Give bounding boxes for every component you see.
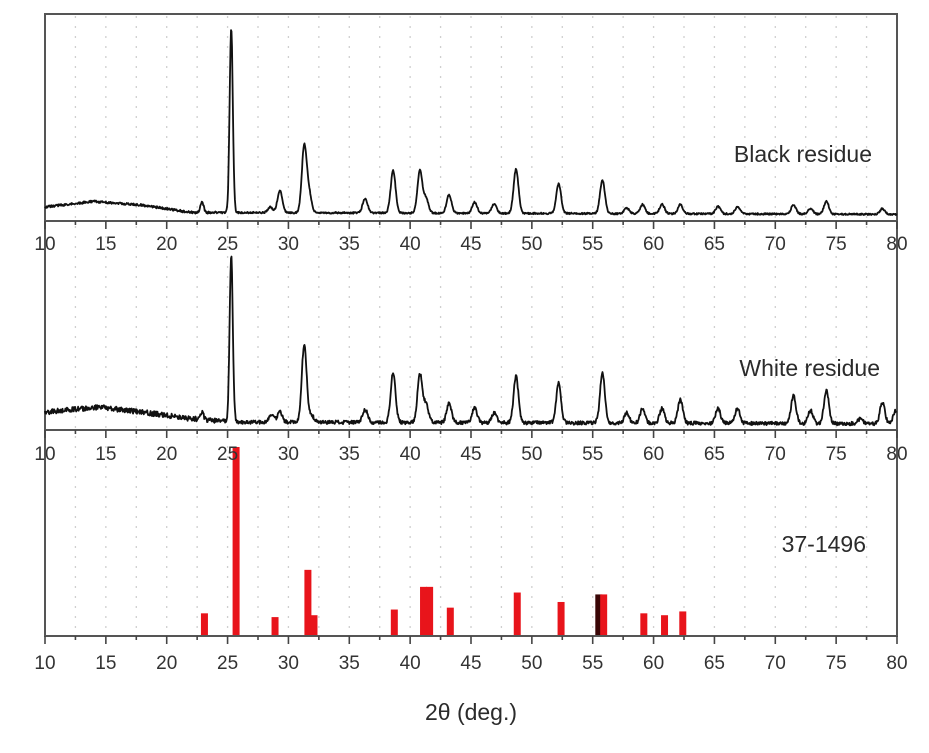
x-tick-label: 25: [217, 653, 238, 674]
x-tick-label: 80: [886, 444, 907, 465]
x-tick-label: 80: [886, 653, 907, 674]
x-tick-label: 55: [582, 444, 603, 465]
x-tick-label: 45: [460, 653, 481, 674]
x-tick-label: 80: [886, 234, 907, 255]
x-tick-label: 25: [217, 444, 238, 465]
x-tick-label: 10: [34, 444, 55, 465]
x-tick-label: 15: [95, 234, 116, 255]
x-tick-label: 30: [278, 234, 299, 255]
x-tick-label: 30: [278, 653, 299, 674]
panel-label-black-residue: Black residue: [734, 141, 872, 167]
x-tick-label: 70: [765, 653, 786, 674]
x-tick-label: 55: [582, 234, 603, 255]
panel-label-white-residue: White residue: [739, 355, 880, 381]
x-tick-label: 35: [339, 444, 360, 465]
reference-stick: [390, 609, 398, 636]
reference-stick: [600, 594, 608, 636]
white-residue-curve: [44, 255, 898, 427]
x-tick-label: 40: [400, 234, 421, 255]
reference-stick: [420, 586, 428, 636]
grid-lines: [74, 16, 868, 634]
reference-sticks: [200, 447, 687, 636]
reference-stick: [271, 617, 279, 636]
reference-stick: [661, 615, 669, 636]
reference-stick: [200, 613, 208, 636]
x-tick-label: 60: [643, 234, 664, 255]
x-tick-label: 45: [460, 444, 481, 465]
x-tick-label: 40: [400, 444, 421, 465]
reference-stick: [595, 594, 603, 636]
x-tick-label: 35: [339, 653, 360, 674]
reference-stick: [232, 447, 240, 636]
x-tick-label: 65: [704, 653, 725, 674]
x-tick-label: 10: [34, 653, 55, 674]
reference-stick: [640, 613, 648, 636]
black-residue-curve: [44, 29, 898, 216]
x-tick-label: 70: [765, 444, 786, 465]
reference-stick: [446, 607, 454, 636]
reference-stick: [679, 611, 687, 636]
x-tick-label: 20: [156, 444, 177, 465]
panel-reference-37-1496: 37-1496: [200, 447, 866, 636]
x-tick-label: 40: [400, 653, 421, 674]
reference-stick: [304, 569, 312, 636]
reference-stick: [426, 586, 434, 636]
x-tick-label: 35: [339, 234, 360, 255]
x-tick-label: 65: [704, 444, 725, 465]
x-tick-label: 55: [582, 653, 603, 674]
x-tick-label: 50: [521, 653, 542, 674]
x-tick-label: 20: [156, 234, 177, 255]
reference-stick: [557, 601, 565, 636]
x-axis-title: 2θ (deg.): [425, 699, 517, 725]
x-tick-label: 10: [34, 234, 55, 255]
x-tick-label: 25: [217, 234, 238, 255]
x-tick-label: 60: [643, 653, 664, 674]
x-tick-label: 75: [826, 234, 847, 255]
panel-black-residue: Black residue: [44, 29, 898, 216]
panel-label-reference: 37-1496: [782, 531, 866, 557]
x-tick-label: 60: [643, 444, 664, 465]
reference-stick: [310, 615, 318, 636]
x-tick-label: 75: [826, 653, 847, 674]
reference-stick: [513, 592, 521, 636]
x-tick-label: 50: [521, 234, 542, 255]
x-tick-label: 65: [704, 234, 725, 255]
x-tick-label: 20: [156, 653, 177, 674]
panel-white-residue: White residue: [44, 255, 898, 427]
x-tick-label: 15: [95, 653, 116, 674]
x-tick-label: 30: [278, 444, 299, 465]
x-tick-label: 50: [521, 444, 542, 465]
x-tick-label: 15: [95, 444, 116, 465]
x-tick-label: 75: [826, 444, 847, 465]
x-tick-label: 70: [765, 234, 786, 255]
x-tick-label: 45: [460, 234, 481, 255]
axes: 10 15 20 25 30 35 40 45 50 55 60 65 70 75 80 10 15 20 25 30…: [34, 220, 908, 674]
